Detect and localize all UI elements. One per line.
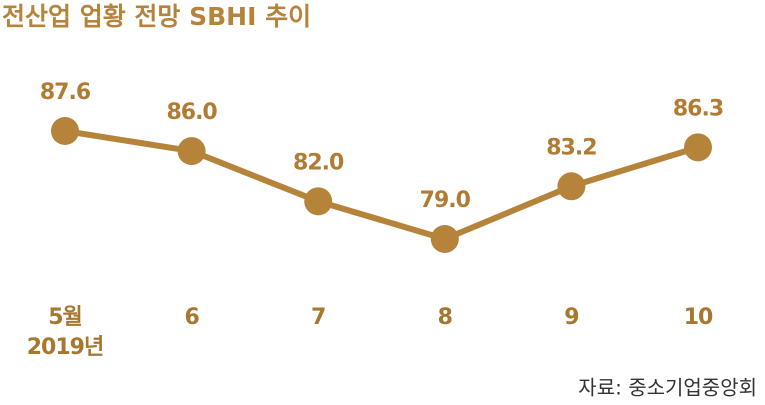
value-label: 86.3: [673, 96, 723, 121]
x-tick-label: 8: [438, 305, 452, 330]
x-tick-label: 10: [684, 305, 713, 330]
point: [557, 172, 586, 201]
year-label: 2019년: [27, 335, 103, 360]
x-tick-label: 7: [311, 305, 325, 330]
value-label: 83.2: [546, 135, 596, 160]
x-tick-label: 9: [564, 305, 578, 330]
point: [304, 187, 333, 216]
line: [64, 128, 699, 242]
point: [430, 225, 459, 253]
source: 자료: 중소기업중앙회: [578, 376, 757, 400]
value-label: 79.0: [420, 188, 471, 213]
point: [684, 133, 712, 162]
value-label: 87.6: [40, 80, 91, 105]
x-tick-label: 6: [184, 305, 199, 330]
value-label: 86.0: [166, 100, 217, 125]
x-tick-label: 5월: [48, 305, 82, 330]
value-label: 82.0: [293, 150, 344, 175]
point: [51, 117, 79, 145]
point: [177, 137, 206, 166]
chart-title: 전산업 업황 전망 SBHI 추이: [2, 2, 311, 31]
